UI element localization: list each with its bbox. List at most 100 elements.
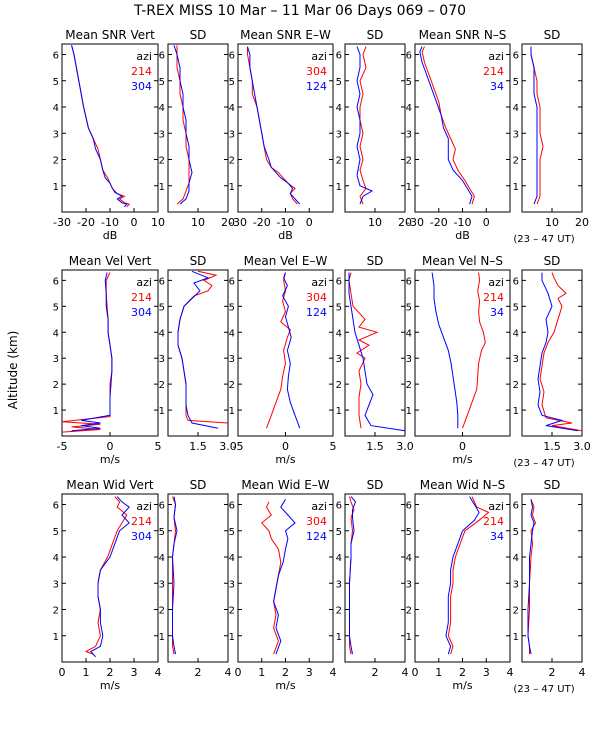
y-tick-label: 5 (159, 302, 165, 313)
x-tick-label: 1.5 (366, 440, 384, 453)
legend-header: azi (136, 50, 152, 63)
legend-header: azi (488, 500, 504, 513)
y-tick-label: 3 (229, 129, 235, 140)
x-tick-label: 0 (59, 666, 66, 679)
y-tick-label: 2 (53, 156, 59, 167)
y-tick-label: 4 (229, 553, 235, 564)
y-tick-label: 3 (336, 354, 342, 365)
y-tick-label: 3 (53, 579, 59, 590)
x-tick-label: 2 (107, 666, 114, 679)
series-line-304 (173, 45, 193, 205)
panel-title: Mean SNR N–S (419, 28, 507, 42)
y-tick-label: 1 (53, 632, 59, 643)
panel-sd: SD 1 2 3 4 5 6 1.5 3.0 (159, 254, 237, 453)
x-axis-label: m/s (275, 679, 295, 692)
series-line-214 (71, 45, 131, 208)
panel-title: Mean Vel E–W (244, 254, 328, 268)
y-tick-label: 4 (159, 553, 165, 564)
panel-title: Mean SNR E–W (240, 28, 331, 42)
x-tick-label: 20 (221, 216, 235, 229)
y-tick-label: 1 (159, 632, 165, 643)
series-line-304 (261, 501, 282, 655)
x-tick-label: 0 (483, 216, 490, 229)
y-tick-label: 6 (406, 276, 412, 287)
x-axis-label: dB (103, 229, 118, 242)
legend-header: azi (311, 50, 327, 63)
y-tick-label: 5 (53, 302, 59, 313)
x-axis-label: dB (455, 229, 470, 242)
x-tick-label: 3 (131, 666, 138, 679)
y-tick-label: 3 (159, 354, 165, 365)
y-tick-label: 3 (229, 354, 235, 365)
panel-title: Mean Vel N–S (422, 254, 503, 268)
panel-title: SD (544, 254, 561, 268)
series-line-304 (71, 272, 113, 432)
y-tick-label: 1 (159, 406, 165, 417)
y-tick-label: 3 (406, 129, 412, 140)
time-note: (23 – 47 UT) (513, 234, 574, 245)
legend-entry: 34 (490, 80, 504, 93)
x-tick-label: 3 (306, 666, 313, 679)
y-tick-label: 4 (406, 103, 412, 114)
series-line-214 (447, 496, 490, 655)
x-tick-label: 3.0 (219, 440, 237, 453)
x-tick-label: 10 (368, 216, 382, 229)
y-tick-label: 4 (53, 103, 59, 114)
legend-entry: 214 (131, 291, 152, 304)
y-tick-label: 3 (229, 579, 235, 590)
y-tick-label: 1 (513, 632, 519, 643)
x-axis-label: m/s (452, 679, 472, 692)
y-tick-label: 5 (406, 302, 412, 313)
y-tick-label: 3 (513, 354, 519, 365)
x-tick-label: 1.5 (189, 440, 207, 453)
panel-title: SD (367, 28, 384, 42)
panel-sd: SD 1 2 3 4 5 6 10 20(23 – 47 UT) (513, 28, 589, 245)
legend-entry: 304 (131, 530, 152, 543)
y-tick-label: 4 (159, 103, 165, 114)
x-tick-label: 3.0 (396, 440, 414, 453)
y-tick-label: 1 (53, 406, 59, 417)
series-line-304 (71, 45, 128, 208)
x-tick-label: 2 (549, 666, 556, 679)
y-tick-label: 2 (159, 380, 165, 391)
y-tick-label: 6 (336, 276, 342, 287)
series-line-304 (90, 496, 130, 658)
legend-entry: 214 (483, 291, 504, 304)
y-tick-label: 1 (229, 182, 235, 193)
panel-frame (344, 493, 406, 663)
y-tick-label: 1 (336, 632, 342, 643)
x-tick-label: -20 (77, 216, 95, 229)
y-tick-label: 5 (159, 527, 165, 538)
panel-sd: SD 1 2 3 4 5 6 2 4 (23 – 47 UT) (513, 478, 586, 695)
legend-entry: 214 (483, 65, 504, 78)
x-tick-label: 4 (225, 666, 232, 679)
panel-sd: SD 1 2 3 4 5 6 1.5 3.0 (336, 254, 414, 453)
y-tick-label: 5 (229, 77, 235, 88)
x-tick-label: -30 (53, 216, 71, 229)
y-tick-label: 2 (159, 156, 165, 167)
x-tick-label: 4 (507, 666, 514, 679)
x-axis-label: m/s (100, 679, 120, 692)
y-tick-label: 3 (406, 354, 412, 365)
x-tick-label: 0 (282, 440, 289, 453)
legend-entry: 304 (131, 80, 152, 93)
y-tick-label: 4 (336, 553, 342, 564)
y-tick-label: 4 (336, 328, 342, 339)
panel-title: SD (190, 254, 207, 268)
y-tick-label: 2 (513, 606, 519, 617)
y-tick-label: 2 (336, 380, 342, 391)
x-tick-label: 0 (412, 666, 419, 679)
x-tick-label: -5 (57, 440, 68, 453)
y-tick-label: 5 (53, 77, 59, 88)
x-tick-label: 0 (107, 440, 114, 453)
y-tick-label: 6 (406, 501, 412, 512)
x-tick-label: 2 (282, 666, 289, 679)
y-tick-label: 1 (336, 406, 342, 417)
series-line-124 (348, 272, 406, 432)
series-line-304 (171, 496, 178, 655)
y-tick-label: 5 (336, 302, 342, 313)
y-tick-label: 2 (406, 156, 412, 167)
x-tick-label: 10 (191, 216, 205, 229)
panel-mean: Mean Wid E–W 1 2 3 4 5 6 0 1 2 3 4 m/s azi 304 124 (229, 478, 337, 692)
